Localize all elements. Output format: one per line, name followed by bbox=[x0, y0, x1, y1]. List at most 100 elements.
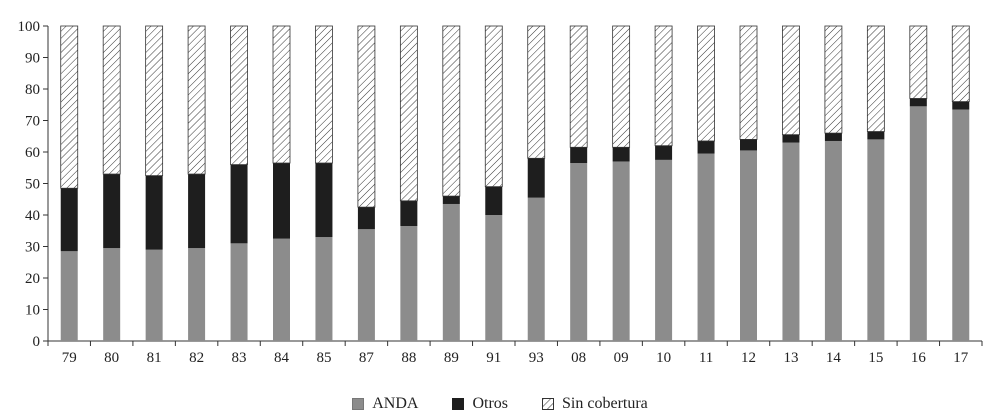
bar-segment-anda bbox=[357, 229, 375, 341]
x-tick-label: 16 bbox=[911, 350, 927, 366]
bar-segment-otros bbox=[655, 145, 673, 160]
bar-segment-sin-cobertura bbox=[782, 25, 800, 136]
bar-segment-otros bbox=[442, 196, 460, 204]
x-tick-label: 93 bbox=[529, 350, 544, 366]
legend-swatch-sin-cobertura bbox=[542, 398, 555, 410]
bar-segment-otros bbox=[273, 163, 290, 239]
x-tick-label: 81 bbox=[147, 350, 162, 366]
bar-segment-anda bbox=[570, 163, 588, 341]
bar-segment-sin-cobertura bbox=[951, 25, 970, 102]
x-tick-label: 80 bbox=[104, 350, 119, 366]
bar-segment-anda bbox=[527, 197, 545, 341]
bar-segment-otros bbox=[485, 186, 503, 215]
y-tick-label: 60 bbox=[25, 145, 40, 161]
x-tick-label: 14 bbox=[826, 350, 842, 366]
bar-segment-sin-cobertura bbox=[527, 25, 546, 159]
y-tick-labels: 0 10 20 30 40 50 60 70 80 90 100 bbox=[18, 19, 41, 350]
legend-swatch-anda bbox=[352, 398, 365, 410]
stacked-bar-chart: 0 10 20 30 40 50 60 70 80 90 100 79 80 81 82 83 84 85 87 8… bbox=[18, 19, 983, 366]
y-tick-label: 100 bbox=[18, 19, 41, 35]
bar-segment-sin-cobertura bbox=[612, 25, 631, 148]
bar-segment-anda bbox=[145, 249, 163, 341]
bar-segment-sin-cobertura bbox=[654, 25, 673, 147]
bar-segment-anda bbox=[909, 106, 927, 341]
bar-segment-otros bbox=[230, 164, 248, 244]
bar-segment-anda bbox=[400, 226, 418, 341]
legend-label-otros: Otros bbox=[472, 395, 509, 412]
bar-segment-anda bbox=[485, 215, 503, 341]
x-tick-label: 88 bbox=[401, 350, 416, 366]
bar-segment-anda bbox=[612, 161, 630, 341]
bar-segment-otros bbox=[570, 147, 588, 164]
bar-segment-otros bbox=[909, 98, 927, 107]
y-tick-label: 40 bbox=[25, 208, 40, 224]
x-tick-label: 08 bbox=[571, 350, 586, 366]
bar-segment-sin-cobertura bbox=[357, 25, 376, 208]
legend-label-anda: ANDA bbox=[372, 395, 419, 412]
bar-segment-anda bbox=[273, 238, 290, 342]
bar-segment-anda bbox=[442, 203, 460, 341]
bar-segment-otros bbox=[315, 163, 333, 238]
x-tick-label: 17 bbox=[953, 350, 969, 366]
bar-segment-sin-cobertura bbox=[739, 25, 758, 140]
bar-segment-anda bbox=[867, 139, 885, 341]
legend-label-sin-cobertura: Sin cobertura bbox=[562, 395, 648, 412]
bar-segment-anda bbox=[60, 251, 78, 341]
bar-segment-sin-cobertura bbox=[230, 25, 248, 166]
bar-segment-sin-cobertura bbox=[145, 25, 164, 177]
bar-segment-sin-cobertura bbox=[60, 25, 79, 189]
bar-segment-otros bbox=[527, 158, 545, 198]
bar-segment-otros bbox=[612, 147, 630, 162]
y-tick-label: 20 bbox=[25, 271, 40, 287]
bar-segment-otros bbox=[824, 133, 842, 141]
bar-segment-sin-cobertura bbox=[824, 25, 843, 134]
x-tick-label: 09 bbox=[614, 350, 629, 366]
bar-segment-anda bbox=[188, 248, 206, 341]
bar-segment-otros bbox=[697, 140, 715, 154]
y-tick-label: 70 bbox=[25, 114, 40, 130]
bars bbox=[60, 25, 970, 342]
x-tick-label: 82 bbox=[189, 350, 204, 366]
x-tick-label: 84 bbox=[274, 350, 290, 366]
bar-segment-anda bbox=[655, 159, 673, 342]
bar-segment-sin-cobertura bbox=[866, 25, 885, 132]
y-tick-label: 10 bbox=[25, 303, 40, 319]
x-tick-label: 13 bbox=[783, 350, 798, 366]
bar-segment-otros bbox=[188, 174, 206, 249]
bar-segment-sin-cobertura bbox=[484, 25, 503, 188]
x-tick-label: 79 bbox=[62, 350, 77, 366]
y-tick-label: 90 bbox=[25, 51, 40, 67]
bar-segment-otros bbox=[357, 207, 375, 230]
bar-segment-anda bbox=[315, 237, 333, 341]
x-tick-label: 89 bbox=[444, 350, 459, 366]
bar-segment-sin-cobertura bbox=[102, 25, 121, 175]
bar-segment-anda bbox=[697, 153, 715, 341]
x-tick-label: 83 bbox=[232, 350, 247, 366]
bar-segment-anda bbox=[952, 109, 970, 341]
x-tick-label: 12 bbox=[741, 350, 756, 366]
x-tick-label: 15 bbox=[868, 350, 883, 366]
legend: ANDA Otros Sin cobertura bbox=[0, 394, 1000, 414]
x-tick-label: 87 bbox=[359, 350, 375, 366]
bar-segment-sin-cobertura bbox=[569, 25, 588, 148]
bar-segment-otros bbox=[867, 131, 885, 140]
legend-item-anda: ANDA bbox=[352, 395, 418, 413]
x-tick-label: 91 bbox=[486, 350, 501, 366]
x-tick-labels: 79 80 81 82 83 84 85 87 88 89 91 93 08 09 10 11 12 13 14 15… bbox=[62, 350, 969, 366]
bar-segment-sin-cobertura bbox=[187, 25, 206, 175]
x-tick-label: 11 bbox=[699, 350, 713, 366]
bar-segment-sin-cobertura bbox=[442, 25, 461, 197]
bar-segment-otros bbox=[782, 134, 800, 143]
legend-item-otros: Otros bbox=[452, 395, 508, 413]
y-tick-label: 0 bbox=[33, 334, 41, 350]
bar-segment-otros bbox=[400, 200, 418, 227]
bar-segment-sin-cobertura bbox=[909, 25, 928, 99]
bar-segment-anda bbox=[782, 142, 800, 341]
bar-segment-anda bbox=[230, 243, 248, 341]
bar-segment-otros bbox=[103, 174, 121, 249]
y-tick-label: 80 bbox=[25, 82, 40, 98]
bar-segment-otros bbox=[952, 101, 970, 110]
bar-segment-sin-cobertura bbox=[315, 25, 333, 164]
bar-segment-anda bbox=[824, 140, 842, 341]
bar-segment-anda bbox=[740, 150, 757, 341]
